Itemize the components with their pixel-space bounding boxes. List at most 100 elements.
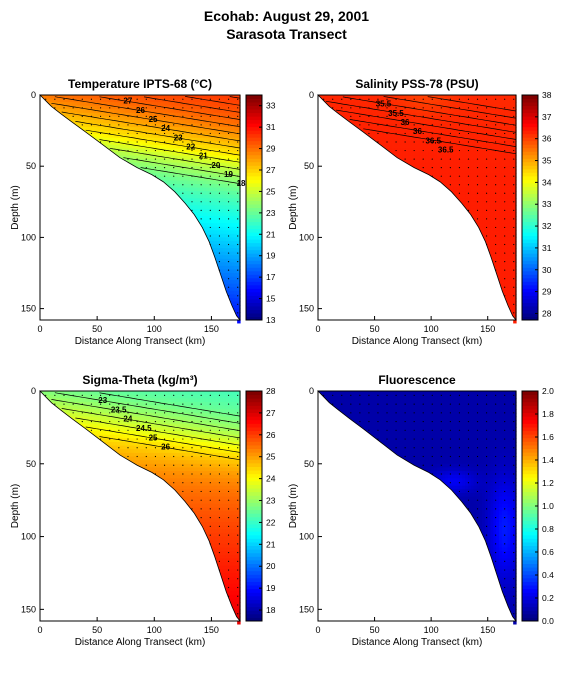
station-dot xyxy=(136,115,138,117)
heatmap-cell xyxy=(445,119,449,125)
heatmap-cell xyxy=(185,162,190,167)
heatmap-cell xyxy=(165,144,170,149)
heatmap-cell xyxy=(120,391,124,396)
heatmap-cell xyxy=(510,248,514,253)
heatmap-cell xyxy=(504,109,509,114)
heatmap-cell xyxy=(191,141,195,146)
heatmap-cell xyxy=(134,431,138,436)
heatmap-cell xyxy=(137,391,141,396)
contour-label: 36 xyxy=(401,118,410,127)
station-dot xyxy=(404,132,406,135)
heatmap-cell xyxy=(445,148,449,153)
heatmap-cell xyxy=(228,159,233,164)
heatmap-cell xyxy=(217,237,221,242)
heatmap-cell xyxy=(188,191,193,196)
heatmap-cell xyxy=(120,95,124,100)
heatmap-cell xyxy=(462,162,466,167)
heatmap-cell xyxy=(214,98,218,103)
heatmap-cell xyxy=(360,123,364,128)
heatmap-cell xyxy=(225,180,230,185)
heatmap-cell xyxy=(94,105,98,110)
heatmap-cell xyxy=(145,434,150,439)
heatmap-cell xyxy=(234,198,238,203)
heatmap-cell xyxy=(105,394,110,399)
heatmap-cell xyxy=(467,194,472,199)
heatmap-cell xyxy=(148,112,153,117)
heatmap-cell xyxy=(459,116,463,121)
heatmap-cell xyxy=(102,401,107,407)
station-dot xyxy=(81,98,83,100)
station-dot xyxy=(513,107,515,109)
heatmap-cell xyxy=(465,141,469,146)
station-dot xyxy=(136,98,138,100)
station-dot xyxy=(154,149,157,152)
heatmap-cell xyxy=(162,394,167,399)
heatmap-cell xyxy=(228,169,233,174)
heatmap-cell xyxy=(202,159,207,164)
heatmap-cell xyxy=(174,431,178,436)
contour-label: 36.5 xyxy=(438,146,454,155)
station-dot xyxy=(209,98,211,100)
colorbar-swatch xyxy=(522,144,538,149)
heatmap-cell xyxy=(465,151,469,157)
heatmap-cell xyxy=(501,230,506,235)
heatmap-cell xyxy=(228,216,233,221)
heatmap-cell xyxy=(417,144,421,149)
heatmap-cell xyxy=(222,169,227,174)
heatmap-cell xyxy=(202,173,207,178)
heatmap-cell xyxy=(180,452,184,458)
heatmap-cell xyxy=(417,155,421,160)
heatmap-cell xyxy=(142,401,147,407)
station-dot xyxy=(54,98,56,100)
heatmap-cell xyxy=(422,123,427,128)
heatmap-cell xyxy=(453,141,458,146)
colorbar-swatch xyxy=(522,239,538,244)
heatmap-cell xyxy=(354,98,359,103)
heatmap-cell xyxy=(171,405,175,410)
heatmap-cell xyxy=(234,244,238,249)
station-dot xyxy=(350,115,352,117)
heatmap-cell xyxy=(165,176,170,182)
heatmap-cell xyxy=(97,409,101,414)
heatmap-cell xyxy=(168,427,173,432)
heatmap-cell xyxy=(513,105,517,110)
heatmap-cell xyxy=(111,144,115,149)
station-dot xyxy=(63,98,65,100)
heatmap-cell xyxy=(479,201,483,206)
heatmap-cell xyxy=(428,166,432,171)
heatmap-cell xyxy=(154,144,158,149)
heatmap-cell xyxy=(108,109,113,114)
heatmap-cell xyxy=(111,391,115,396)
heatmap-cell xyxy=(425,144,429,149)
heatmap-cell xyxy=(91,102,95,107)
heatmap-cell xyxy=(507,116,511,121)
heatmap-cell xyxy=(366,98,370,103)
heatmap-cells xyxy=(40,95,241,324)
heatmap-cell xyxy=(456,162,461,167)
heatmap-cell xyxy=(428,162,432,167)
heatmap-cell xyxy=(128,449,133,454)
heatmap-cell xyxy=(228,198,233,203)
heatmap-cell xyxy=(191,159,195,164)
heatmap-cell xyxy=(237,144,241,149)
station-dot xyxy=(504,226,506,229)
heatmap-cell xyxy=(168,105,173,110)
heatmap-cell xyxy=(180,191,184,196)
heatmap-cell xyxy=(487,201,492,206)
heatmap-cell xyxy=(157,105,161,110)
heatmap-cell xyxy=(171,394,175,399)
heatmap-cell xyxy=(168,409,173,414)
heatmap-cell xyxy=(151,463,155,469)
heatmap-cell xyxy=(507,119,511,125)
heatmap-cell xyxy=(473,173,477,178)
heatmap-cell xyxy=(171,452,175,458)
heatmap-cell xyxy=(456,102,461,107)
heatmap-cell xyxy=(388,130,393,135)
heatmap-cell xyxy=(507,123,511,128)
heatmap-cell xyxy=(140,460,144,465)
heatmap-cell xyxy=(220,208,224,214)
heatmap-cell xyxy=(419,95,424,100)
heatmap-cell xyxy=(513,283,517,288)
colorbar-swatch xyxy=(522,179,538,184)
heatmap-cell xyxy=(329,95,333,100)
